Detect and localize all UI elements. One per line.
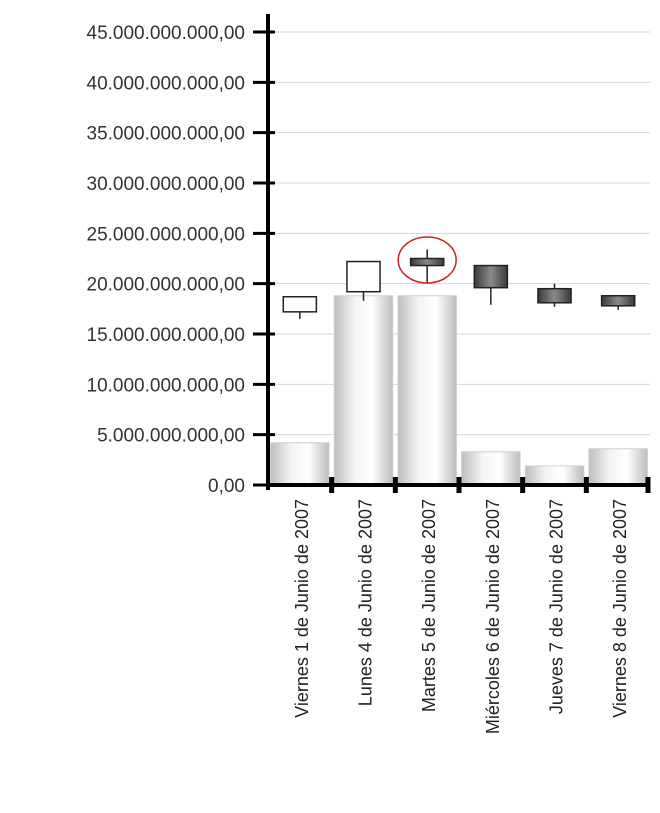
y-tick-label: 35.000.000.000,00 [87,124,246,145]
candle-body [473,264,509,289]
candle-body [346,260,381,293]
y-tick-label: 5.000.000.000,00 [97,426,245,447]
y-axis-tick-labels: 0,00 5.000.000.000,00 10.000.000.000,00 15.… [87,23,246,497]
x-tick-label: Miércoles 6 de Junio de 2007 [483,499,503,734]
candle-body [282,296,318,313]
x-tick-label: Lunes 4 de Junio de 2007 [356,499,376,706]
volume-bar [524,465,585,486]
candle-body [537,287,572,304]
volume-bar [270,442,330,486]
volume-bar [397,295,457,486]
x-axis-tick-labels: Viernes 1 de Junio de 2007 Lunes 4 de Jun… [292,499,630,734]
highlight-annotation [397,236,457,284]
y-tick-label: 15.000.000.000,00 [87,325,246,346]
highlight-circle [397,236,457,284]
axes [253,14,651,493]
volume-bars [270,295,648,486]
y-tick-label: 10.000.000.000,00 [87,375,246,396]
y-tick-label: 0,00 [208,476,245,497]
x-tick-label: Martes 5 de Junio de 2007 [419,499,439,712]
y-tick-label: 45.000.000.000,00 [87,23,246,44]
grid-lines [268,31,650,436]
volume-bar [588,448,648,486]
x-tick-label: Viernes 1 de Junio de 2007 [292,499,312,718]
y-tick-label: 20.000.000.000,00 [87,275,246,296]
x-tick-label: Viernes 8 de Junio de 2007 [610,499,630,718]
candle-body [409,257,445,267]
x-tick-label: Jueves 7 de Junio de 2007 [547,499,567,714]
volume-bar [333,295,394,486]
volume-bar [461,451,521,486]
y-tick-label: 40.000.000.000,00 [87,73,246,94]
candlesticks [282,249,636,319]
y-tick-label: 25.000.000.000,00 [87,224,246,245]
candle-body [600,294,636,307]
y-tick-label: 30.000.000.000,00 [87,174,246,195]
